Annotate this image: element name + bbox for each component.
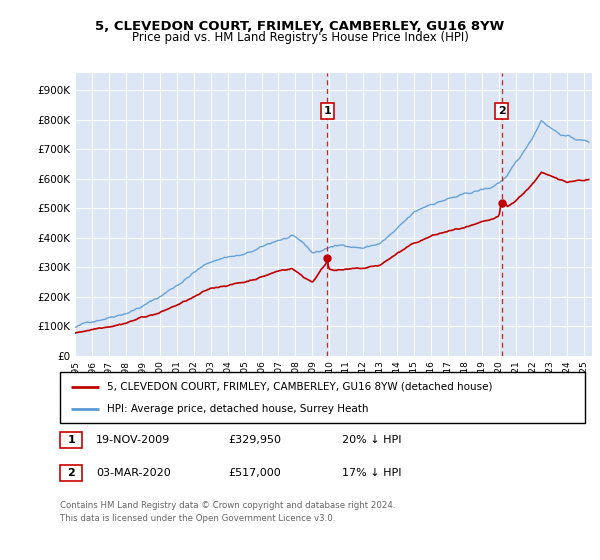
- Text: 5, CLEVEDON COURT, FRIMLEY, CAMBERLEY, GU16 8YW (detached house): 5, CLEVEDON COURT, FRIMLEY, CAMBERLEY, G…: [107, 381, 493, 391]
- Text: £329,950: £329,950: [228, 435, 281, 445]
- Text: £517,000: £517,000: [228, 468, 281, 478]
- Text: 17% ↓ HPI: 17% ↓ HPI: [342, 468, 401, 478]
- Text: 2: 2: [498, 106, 506, 116]
- Text: HPI: Average price, detached house, Surrey Heath: HPI: Average price, detached house, Surr…: [107, 404, 369, 414]
- Text: Price paid vs. HM Land Registry's House Price Index (HPI): Price paid vs. HM Land Registry's House …: [131, 31, 469, 44]
- Text: 1: 1: [68, 435, 75, 445]
- FancyBboxPatch shape: [61, 432, 82, 447]
- Text: 03-MAR-2020: 03-MAR-2020: [96, 468, 171, 478]
- Text: 2: 2: [68, 468, 75, 478]
- FancyBboxPatch shape: [60, 372, 585, 423]
- Text: 1: 1: [323, 106, 331, 116]
- Text: 19-NOV-2009: 19-NOV-2009: [96, 435, 170, 445]
- Text: 20% ↓ HPI: 20% ↓ HPI: [342, 435, 401, 445]
- FancyBboxPatch shape: [61, 465, 82, 481]
- Text: Contains HM Land Registry data © Crown copyright and database right 2024.
This d: Contains HM Land Registry data © Crown c…: [60, 501, 395, 522]
- Text: 5, CLEVEDON COURT, FRIMLEY, CAMBERLEY, GU16 8YW: 5, CLEVEDON COURT, FRIMLEY, CAMBERLEY, G…: [95, 20, 505, 32]
